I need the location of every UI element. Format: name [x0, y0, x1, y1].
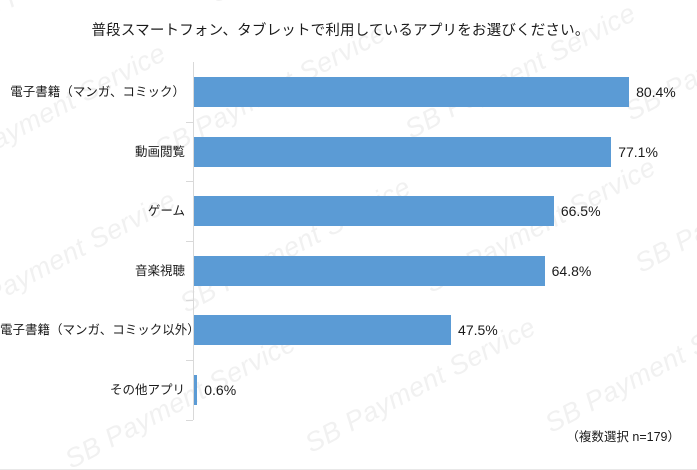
bar: [194, 255, 545, 286]
bar-row: 80.4%: [193, 62, 693, 122]
axis-tick: [186, 419, 193, 421]
bar: [194, 196, 554, 227]
bar: [194, 375, 198, 405]
axis-tick: [186, 360, 193, 361]
bar-row: 47.5%: [193, 300, 693, 360]
bar-value-label: 0.6%: [204, 382, 237, 398]
category-label: 動画閲覧: [134, 144, 185, 159]
category-label: ゲーム: [147, 204, 185, 219]
bar-row: 77.1%: [193, 122, 693, 182]
bar: [194, 315, 452, 346]
bar-value-label: 66.5%: [560, 203, 601, 220]
category-axis-line: [193, 62, 194, 420]
bar-row: 64.8%: [193, 241, 693, 301]
bar-row: 66.5%: [193, 181, 693, 241]
category-label: 電子書籍（マンガ、コミック）: [10, 85, 185, 99]
category-label: 電子書籍（マンガ、コミック以外）: [0, 323, 200, 338]
axis-tick: [186, 300, 193, 302]
chart-title: 普段スマートフォン、タブレットで利用しているアプリをお選びください。: [91, 23, 590, 39]
bar-value-label: 47.5%: [458, 322, 498, 339]
bar-row: 0.6%: [193, 360, 693, 420]
bar: [194, 77, 630, 107]
axis-tick: [186, 121, 193, 123]
bar-value-label: 77.1%: [618, 143, 658, 160]
category-label: 音楽視聴: [134, 263, 185, 278]
watermark-text: SB Payment Service: [205, 0, 446, 9]
bar: [194, 136, 612, 167]
axis-tick: [186, 240, 193, 242]
chart-footnote: （複数選択 n=179）: [566, 430, 680, 444]
bar-value-label: 80.4%: [636, 84, 676, 100]
axis-tick: [186, 181, 193, 183]
bar-value-label: 64.8%: [551, 262, 592, 279]
category-label: その他アプリ: [109, 383, 185, 397]
plot-area: 80.4% 77.1% 66.5% 64.8% 47.5% 0.6%: [193, 62, 693, 420]
